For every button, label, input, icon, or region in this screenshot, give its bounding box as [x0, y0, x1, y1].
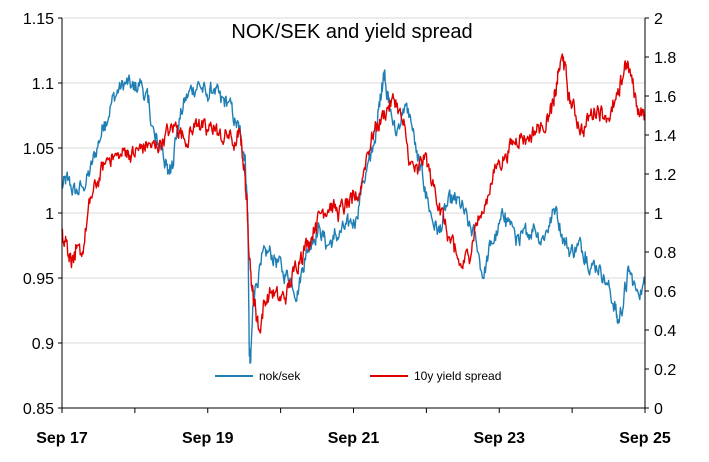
right-tick-label: 0 — [654, 401, 663, 418]
right-tick-label: 1.4 — [654, 128, 676, 145]
right-tick-label: 0.4 — [654, 323, 676, 340]
x-tick-label: Sep 21 — [328, 430, 380, 447]
right-tick-label: 2 — [654, 11, 663, 28]
legend-label: nok/sek — [259, 369, 301, 383]
left-tick-label: 0.95 — [23, 271, 54, 288]
x-tick-label: Sep 25 — [619, 430, 671, 447]
series-line-yield-spread — [61, 53, 646, 334]
right-tick-label: 1.2 — [654, 167, 676, 184]
x-axis-ticks: Sep 17 Sep 19 Sep 21 Sep 23 Sep 25 — [36, 430, 671, 447]
right-tick-label: 1.8 — [654, 50, 676, 67]
x-tick-label: Sep 17 — [36, 430, 88, 447]
left-tick-label: 0.9 — [32, 336, 54, 353]
x-tick-label: Sep 19 — [182, 430, 234, 447]
right-tick-label: 0.6 — [654, 284, 676, 301]
left-tick-label: 1.15 — [23, 11, 54, 28]
left-axis-ticks: 0.85 0.9 0.95 1 1.05 1.1 1.15 — [23, 11, 54, 418]
right-tick-label: 1 — [654, 206, 663, 223]
left-tick-label: 1.1 — [32, 76, 54, 93]
series-line-nok-sek — [61, 69, 646, 364]
right-tick-label: 1.6 — [654, 89, 676, 106]
right-tick-label: 0.8 — [654, 245, 676, 262]
left-tick-label: 0.85 — [23, 401, 54, 418]
right-axis-ticks: 0 0.2 0.4 0.6 0.8 1 1.2 1.4 1.6 1.8 2 — [654, 11, 676, 418]
right-tick-label: 0.2 — [654, 362, 676, 379]
axes — [58, 17, 649, 413]
chart-title: NOK/SEK and yield spread — [231, 21, 472, 43]
left-tick-label: 1 — [45, 206, 54, 223]
x-tick-label: Sep 23 — [473, 430, 525, 447]
left-tick-label: 1.05 — [23, 141, 54, 158]
series-lines — [61, 53, 646, 364]
legend-label: 10y yield spread — [414, 369, 501, 383]
legend: nok/sek 10y yield spread — [215, 369, 501, 383]
